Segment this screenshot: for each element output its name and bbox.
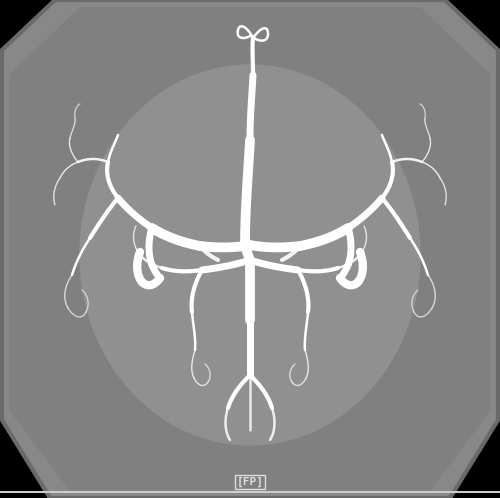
Polygon shape xyxy=(10,8,490,490)
Ellipse shape xyxy=(80,65,420,445)
Text: [FP]: [FP] xyxy=(236,477,264,487)
